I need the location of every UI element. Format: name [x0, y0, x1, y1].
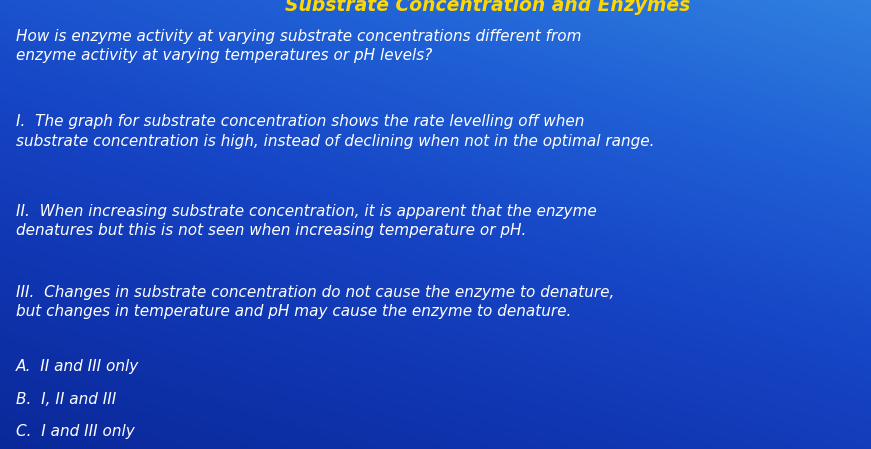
Text: C.  I and III only: C. I and III only	[16, 424, 134, 439]
Text: II.  When increasing substrate concentration, it is apparent that the enzyme
den: II. When increasing substrate concentrat…	[16, 204, 597, 238]
Text: Substrate Concentration and Enzymes: Substrate Concentration and Enzymes	[285, 0, 691, 14]
Text: III.  Changes in substrate concentration do not cause the enzyme to denature,
bu: III. Changes in substrate concentration …	[16, 285, 614, 319]
Text: A.  II and III only: A. II and III only	[16, 359, 139, 374]
Text: I.  The graph for substrate concentration shows the rate levelling off when
subs: I. The graph for substrate concentration…	[16, 114, 654, 149]
Text: B.  I, II and III: B. I, II and III	[16, 392, 116, 406]
Text: How is enzyme activity at varying substrate concentrations different from
enzyme: How is enzyme activity at varying substr…	[16, 29, 581, 63]
